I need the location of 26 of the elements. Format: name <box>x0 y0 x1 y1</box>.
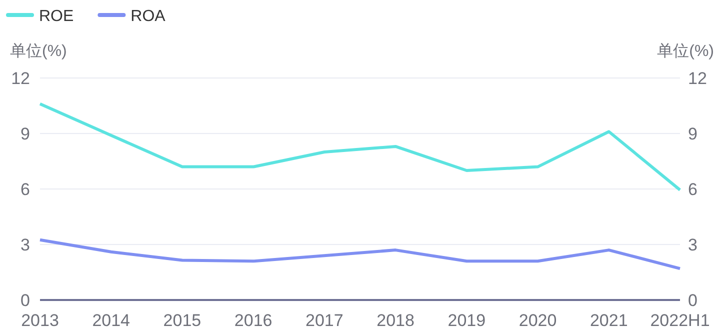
y2-axis-title: 单位(%) <box>657 42 714 60</box>
y-tick-label: 12 <box>11 69 30 88</box>
y-axis-title: 单位(%) <box>10 42 67 60</box>
y2-tick-label: 9 <box>688 124 698 144</box>
x-tick-label: 2022H1 <box>650 311 710 330</box>
y-tick-label: 6 <box>20 180 30 199</box>
y2-tick-label: 0 <box>688 291 698 310</box>
x-tick-label: 2015 <box>163 311 202 330</box>
y2-tick-label: 3 <box>688 236 698 254</box>
line-series <box>38 102 682 192</box>
x-tick-label: 2019 <box>448 311 486 330</box>
y-tick-label: 9 <box>20 124 30 144</box>
x-tick-label: 2018 <box>376 311 414 330</box>
x-tick-label: 2017 <box>306 311 344 330</box>
x-tick-label: 2020 <box>518 311 557 330</box>
legend-label: ROA <box>130 8 166 25</box>
x-tick-label: 2014 <box>92 311 130 330</box>
y-tick-label: 3 <box>20 236 30 254</box>
x-tick-label: 2016 <box>234 311 272 330</box>
y-tick-label: 0 <box>20 291 30 310</box>
y2-tick-label: 12 <box>688 69 707 88</box>
x-tick-label: 2013 <box>21 311 59 330</box>
x-tick-label: 2021 <box>590 311 628 330</box>
line-series <box>38 238 682 270</box>
legend-label: ROE <box>39 8 74 25</box>
y2-tick-label: 6 <box>688 180 698 199</box>
